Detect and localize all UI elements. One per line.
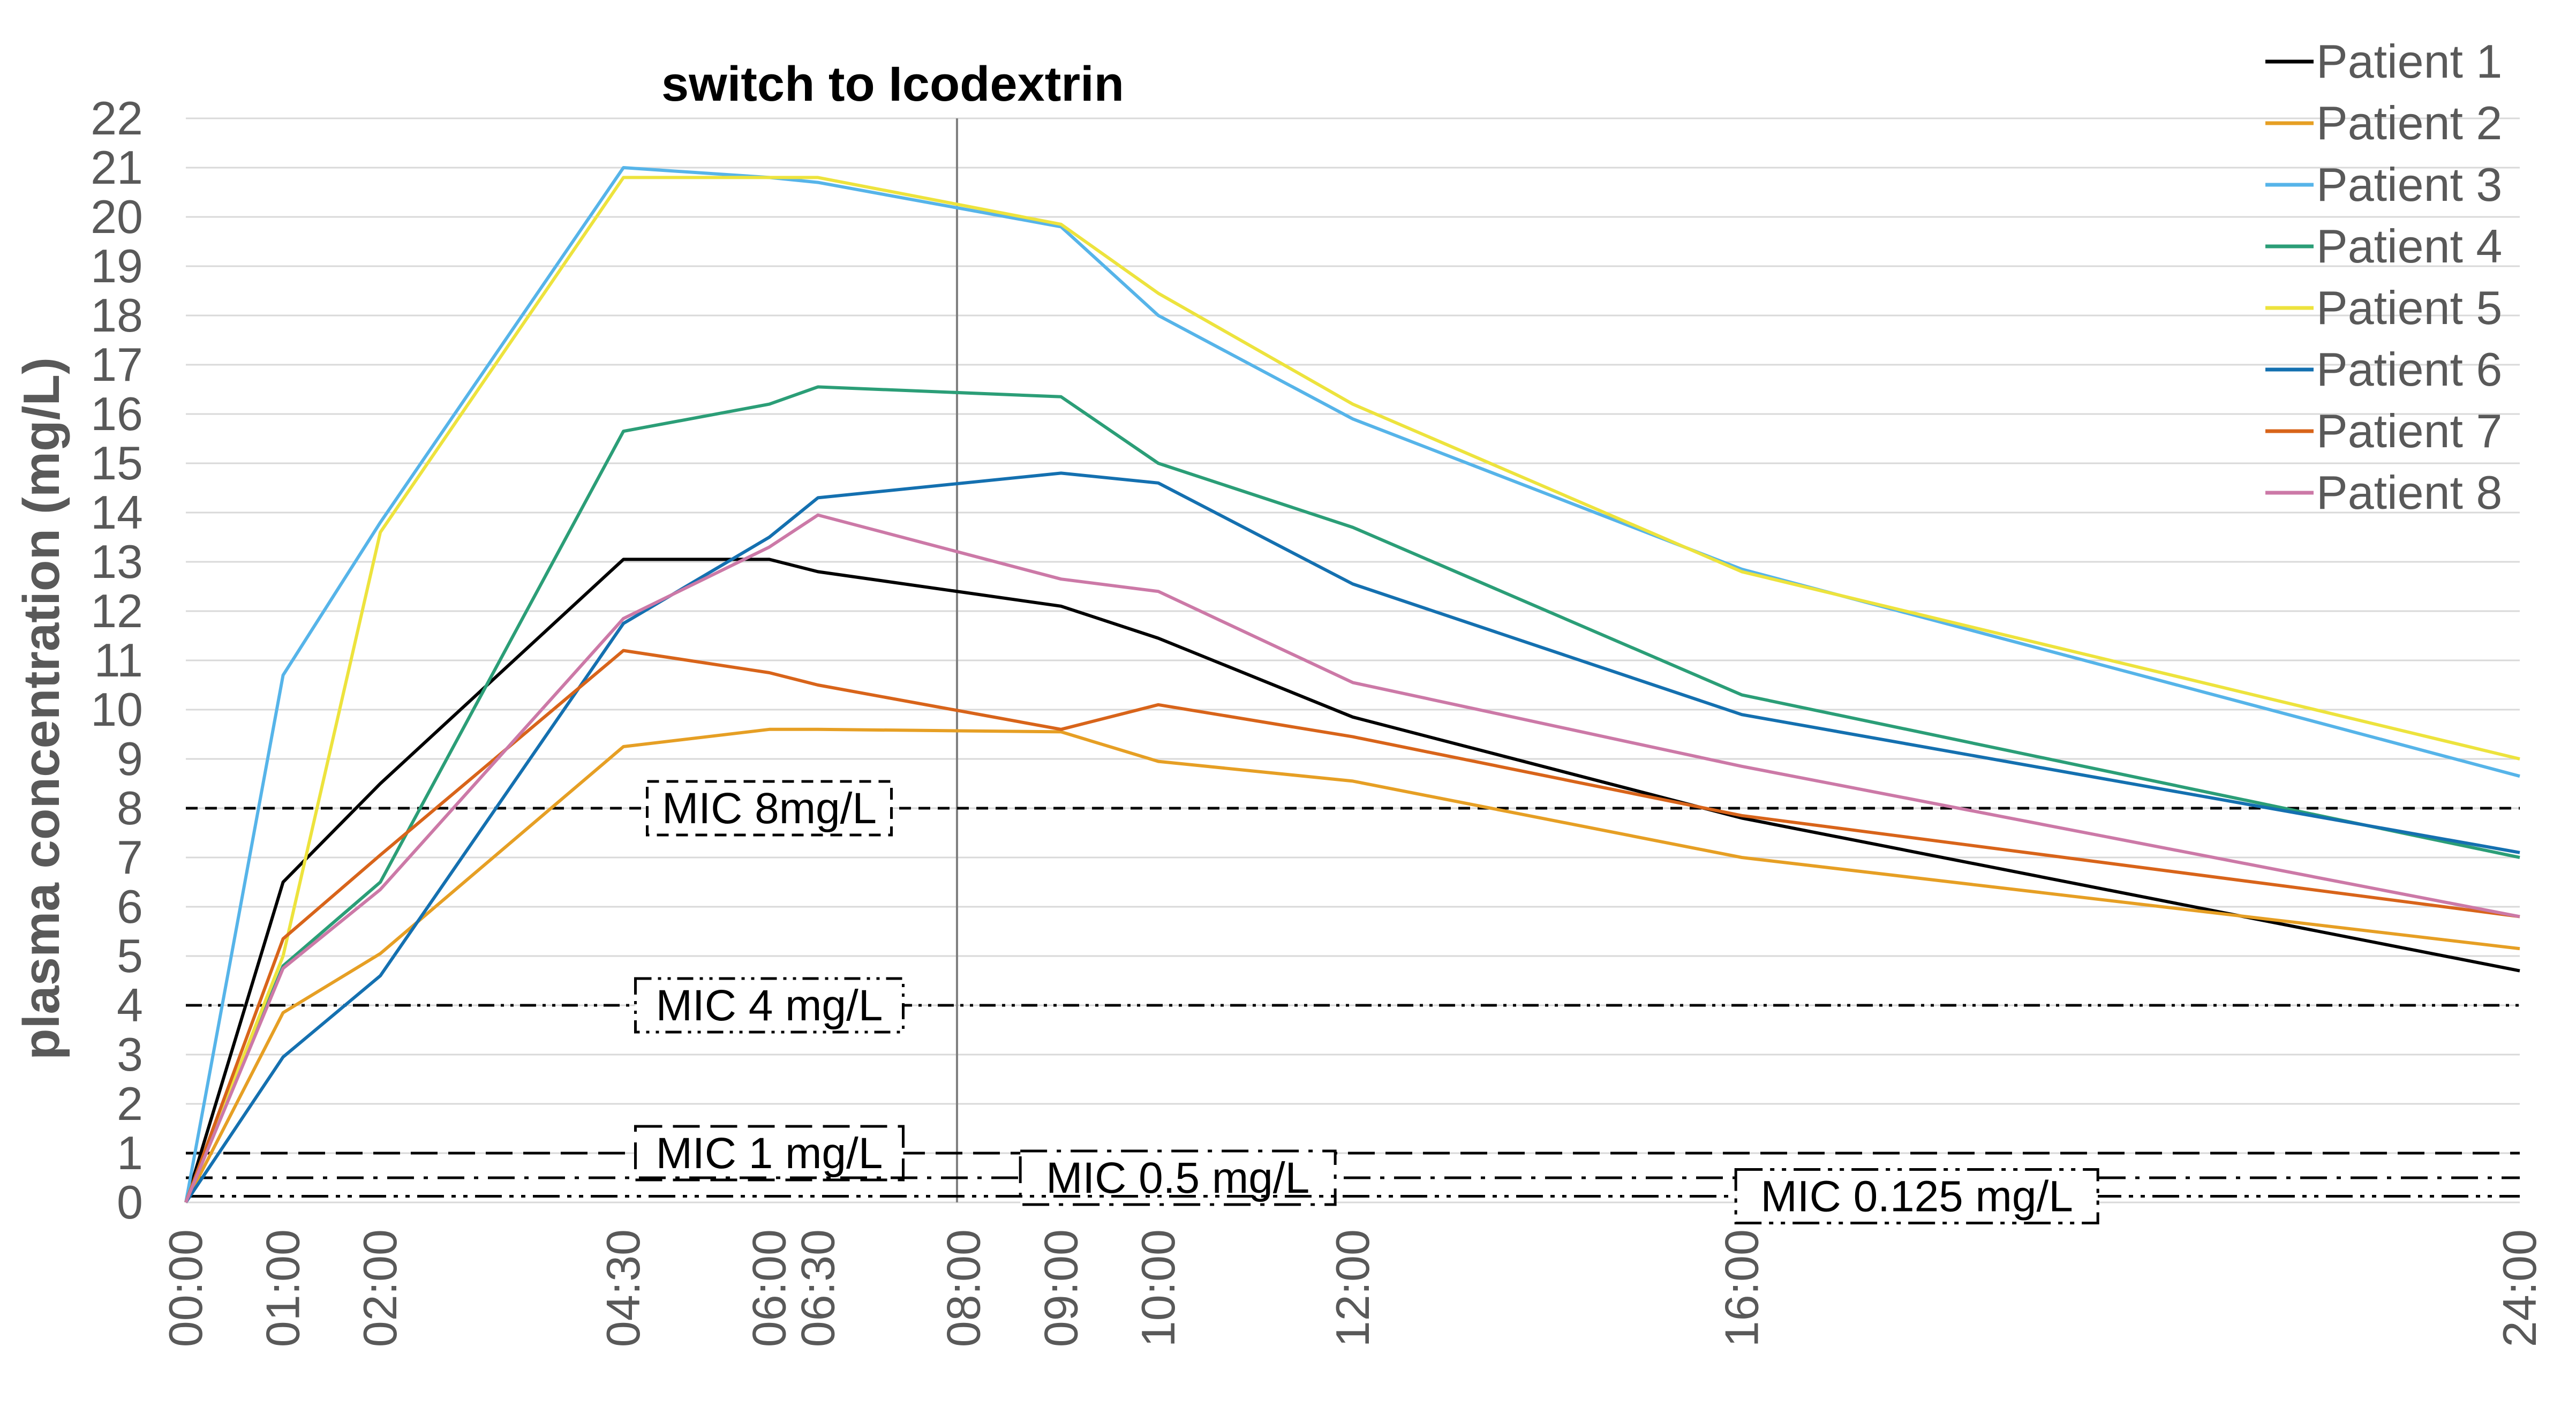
threshold-label: MIC 8mg/L	[662, 784, 877, 833]
threshold-label-box	[646, 780, 893, 837]
x-tick-label: 01:00	[257, 1229, 310, 1347]
legend-label: Patient 7	[2316, 404, 2502, 457]
legend-label: Patient 3	[2316, 158, 2502, 211]
gridlines	[186, 117, 2520, 1203]
y-tick-label: 12	[91, 584, 143, 637]
legend-label: Patient 2	[2316, 96, 2502, 149]
legend-label: Patient 1	[2316, 35, 2502, 88]
x-tick-label: 04:30	[597, 1229, 650, 1347]
y-tick-label: 18	[91, 289, 143, 342]
y-tick-label: 0	[117, 1176, 143, 1229]
x-tick-label: 00:00	[159, 1229, 212, 1347]
threshold-label-box	[634, 977, 905, 1034]
y-tick-label: 4	[117, 979, 143, 1032]
series-line	[184, 649, 2520, 1203]
series-lines	[184, 166, 2520, 1203]
series-line	[184, 558, 2520, 1203]
y-tick-label: 17	[91, 338, 143, 391]
switch-annotation: switch to Icodextrin	[661, 57, 1124, 111]
threshold-label: MIC 4 mg/L	[656, 981, 883, 1030]
x-tick-label: 10:00	[1132, 1229, 1185, 1347]
legend-label: Patient 6	[2316, 343, 2502, 396]
y-tick-label: 19	[91, 239, 143, 292]
y-tick-label: 11	[94, 634, 143, 687]
legend-label: Patient 4	[2316, 220, 2502, 273]
y-tick-label: 22	[91, 92, 143, 145]
x-tick-label: 24:00	[2493, 1229, 2546, 1347]
threshold-label: MIC 0.125 mg/L	[1760, 1172, 2073, 1221]
x-tick-label: 06:30	[791, 1229, 844, 1347]
series-line	[184, 471, 2520, 1203]
x-tick-label: 16:00	[1715, 1229, 1768, 1347]
y-tick-label: 2	[117, 1077, 143, 1130]
series-line	[184, 513, 2520, 1203]
y-tick-label: 7	[117, 831, 143, 884]
series-line	[184, 176, 2520, 1203]
threshold-label: MIC 0.5 mg/L	[1046, 1154, 1309, 1202]
y-tick-label: 16	[91, 387, 143, 440]
series-line	[184, 727, 2520, 1203]
legend-label: Patient 5	[2316, 281, 2502, 334]
y-tick-label: 1	[117, 1126, 143, 1179]
legend-label: Patient 8	[2316, 466, 2502, 519]
legend: Patient 1 Patient 2 Patient 3 Patient 4 Pati…	[2265, 35, 2502, 519]
x-tick-label: 06:00	[743, 1229, 796, 1347]
y-tick-label: 10	[91, 683, 143, 736]
mic-thresholds: MIC 8mg/L MIC 4 mg/L MIC 1 mg/L MIC 0.5 mg/…	[186, 780, 2520, 1224]
y-tick-label: 15	[91, 437, 143, 490]
threshold-label: MIC 1 mg/L	[656, 1129, 883, 1178]
y-tick-label: 9	[117, 732, 143, 785]
y-tick-label: 8	[117, 781, 143, 834]
series-line	[184, 166, 2520, 1203]
x-tick-label: 09:00	[1034, 1229, 1087, 1347]
y-tick-label: 5	[117, 929, 143, 982]
threshold-label-box	[1734, 1168, 2099, 1224]
threshold-label-box	[634, 1125, 905, 1182]
series-line	[184, 385, 2520, 1203]
y-tick-label: 6	[117, 880, 143, 933]
x-tick-label: 12:00	[1326, 1229, 1379, 1347]
y-tick-label: 21	[91, 141, 143, 194]
y-tick-label: 20	[91, 190, 143, 243]
y-axis-label: plasma concentration (mg/L)	[13, 357, 70, 1060]
x-tick-label: 08:00	[937, 1229, 990, 1347]
y-tick-label: 14	[91, 486, 143, 539]
y-tick-label: 3	[117, 1028, 143, 1081]
x-tick-label: 02:00	[353, 1229, 406, 1347]
y-tick-label: 13	[91, 535, 143, 588]
